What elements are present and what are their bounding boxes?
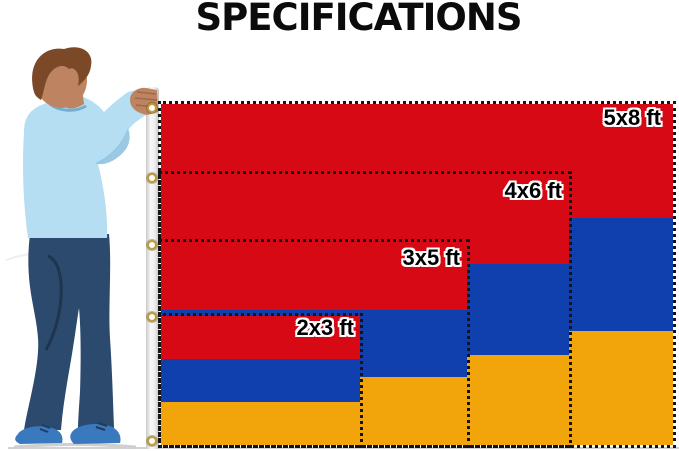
bottom-edge-line: [8, 447, 679, 449]
grommet-icon: [147, 173, 157, 183]
size-label-5x8: 5x8 ft: [603, 105, 661, 130]
size-label-2x3: 2x3 ft: [296, 315, 354, 340]
size-label-4x6: 4x6 ft: [504, 178, 562, 203]
blue-stripe: [161, 359, 360, 402]
grommet-icon: [147, 103, 157, 113]
person-legs: [24, 234, 114, 430]
person-head: [32, 47, 92, 109]
ground-line: [13, 443, 137, 449]
orange-stripe: [161, 402, 360, 445]
grommet-icon: [147, 312, 157, 322]
hair: [32, 47, 92, 100]
size-label-3x5: 3x5 ft: [402, 245, 460, 270]
person-illustration: [5, 47, 158, 449]
page-title: SPECIFICATIONS: [195, 0, 523, 39]
flag-size-2x3: 2x3 ft: [158, 313, 363, 448]
grommet-icon: [147, 240, 157, 250]
person-shoes: [15, 422, 121, 444]
grommet-icon: [147, 436, 157, 446]
red-stripe: [161, 242, 467, 310]
person-torso: [23, 88, 150, 238]
red-stripe: [161, 316, 360, 359]
